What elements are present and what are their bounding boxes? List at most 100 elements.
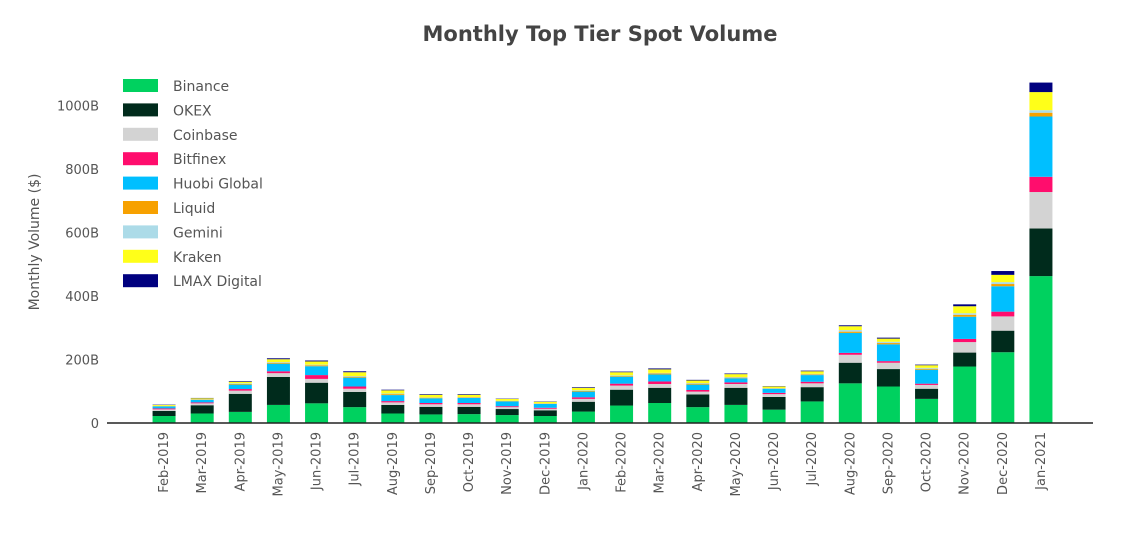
bar-segment-okex-jul-2019	[343, 391, 367, 408]
bar-segment-gemini-sep-2020	[876, 341, 900, 344]
bar-segment-kraken-sep-2020	[876, 338, 900, 342]
bar-segment-lmax-digital-jul-2019	[343, 371, 367, 373]
bar-segment-coinbase-may-2019	[266, 373, 290, 377]
bar-segment-bitfinex-feb-2019	[152, 408, 176, 410]
bar-segment-lmax-digital-feb-2020	[610, 371, 634, 373]
bar-segment-binance-oct-2020	[915, 398, 939, 423]
bar-segment-binance-apr-2020	[686, 407, 710, 423]
bar-segment-huobi-global-may-2020	[724, 378, 748, 383]
bar-segment-binance-jan-2020	[571, 411, 595, 423]
x-tick-label: Jan-2020	[576, 432, 591, 491]
bar-segment-okex-apr-2019	[228, 393, 252, 412]
bar-segment-liquid-nov-2020	[953, 314, 977, 317]
bar-segment-coinbase-oct-2019	[457, 404, 481, 407]
bar-segment-lmax-digital-oct-2020	[915, 364, 939, 366]
bar-segment-bitfinex-jan-2021	[1029, 176, 1053, 193]
bar-segment-bitfinex-feb-2020	[610, 383, 634, 386]
bar-segment-lmax-digital-aug-2020	[838, 325, 862, 327]
x-tick-label: Dec-2020	[996, 432, 1011, 495]
bar-segment-huobi-global-aug-2020	[838, 332, 862, 353]
legend-label-liquid: Liquid	[173, 201, 215, 217]
legend-label-okex: OKEX	[173, 103, 212, 119]
bar-segment-bitfinex-mar-2019	[190, 402, 214, 404]
bar-segment-kraken-jan-2021	[1029, 92, 1053, 111]
bar-segment-bitfinex-dec-2020	[991, 311, 1015, 317]
bar-segment-huobi-global-aug-2019	[381, 395, 405, 402]
legend-label-lmax-digital: LMAX Digital	[173, 274, 262, 290]
bar-segment-lmax-digital-apr-2020	[686, 379, 710, 381]
y-tick-label: 600B	[65, 227, 99, 242]
legend-label-bitfinex: Bitfinex	[173, 152, 226, 168]
bar-segment-binance-oct-2019	[457, 414, 481, 423]
bar-segment-huobi-global-sep-2020	[876, 344, 900, 362]
bar-segment-okex-sep-2020	[876, 369, 900, 387]
bar-segment-bitfinex-aug-2020	[838, 352, 862, 355]
bar-segment-bitfinex-dec-2019	[533, 407, 557, 409]
bar-segment-coinbase-mar-2020	[648, 383, 672, 388]
bar-segment-kraken-sep-2019	[419, 394, 443, 398]
bar-segment-lmax-digital-may-2019	[266, 358, 290, 360]
bar-segment-binance-apr-2019	[228, 411, 252, 423]
bar-segment-gemini-aug-2019	[381, 393, 405, 395]
bar-segment-coinbase-jan-2021	[1029, 192, 1053, 229]
x-tick-label: Sep-2020	[881, 432, 896, 494]
x-tick-label: Feb-2020	[615, 432, 630, 493]
bar-segment-gemini-jun-2019	[305, 364, 329, 366]
bar-segment-kraken-apr-2020	[686, 380, 710, 384]
legend-swatch-lmax-digital	[123, 274, 158, 288]
bar-segment-okex-mar-2019	[190, 405, 214, 414]
bar-segment-okex-oct-2019	[457, 406, 481, 415]
bar-segment-binance-sep-2020	[876, 386, 900, 423]
bar-segment-binance-dec-2020	[991, 352, 1015, 423]
x-tick-label: Jun-2020	[767, 432, 782, 491]
bar-segment-binance-dec-2019	[533, 416, 557, 423]
bar-segment-coinbase-mar-2019	[190, 403, 214, 406]
x-tick-label: Mar-2020	[653, 432, 668, 493]
x-tick-label: Sep-2019	[424, 432, 439, 494]
bar-segment-huobi-global-jul-2020	[800, 375, 824, 382]
bar-segment-bitfinex-may-2019	[266, 371, 290, 374]
x-tick-label: Apr-2019	[233, 432, 248, 491]
bar-segment-binance-jul-2020	[800, 401, 824, 423]
bar-segment-okex-aug-2020	[838, 362, 862, 384]
bar-segment-huobi-global-jun-2020	[762, 388, 786, 393]
bar-segment-coinbase-may-2020	[724, 383, 748, 388]
bar-segment-gemini-dec-2020	[991, 282, 1015, 285]
bar-segment-liquid-apr-2019	[228, 383, 252, 385]
bar-segment-coinbase-apr-2019	[228, 390, 252, 394]
bar-segment-gemini-jan-2021	[1029, 110, 1053, 113]
legend-label-binance: Binance	[173, 79, 229, 95]
bar-segment-okex-oct-2020	[915, 388, 939, 399]
bar-segment-liquid-apr-2020	[686, 383, 710, 385]
legend-swatch-huobi-global	[123, 176, 158, 190]
bar-segment-binance-mar-2019	[190, 413, 214, 423]
x-tick-label: Nov-2019	[500, 432, 515, 495]
bar-segment-okex-dec-2019	[533, 410, 557, 417]
x-tick-label: Jan-2021	[1034, 432, 1049, 491]
bar-segment-kraken-may-2019	[266, 359, 290, 363]
bar-segment-kraken-feb-2019	[152, 404, 176, 406]
bar-segment-gemini-mar-2020	[648, 372, 672, 374]
bar-segment-liquid-jun-2019	[305, 365, 329, 367]
bar-segment-lmax-digital-apr-2019	[228, 381, 252, 382]
bar-segment-liquid-aug-2020	[838, 331, 862, 333]
bar-segment-okex-may-2019	[266, 377, 290, 405]
bar-segment-bitfinex-nov-2020	[953, 338, 977, 343]
bar-segment-huobi-global-sep-2019	[419, 398, 443, 404]
bar-segment-bitfinex-mar-2020	[648, 381, 672, 384]
bar-segment-lmax-digital-jan-2021	[1029, 82, 1053, 93]
bar-segment-okex-jan-2020	[571, 401, 595, 412]
bar-segment-huobi-global-feb-2019	[152, 406, 176, 409]
bar-segment-binance-jun-2020	[762, 409, 786, 423]
bar-segment-huobi-global-jun-2019	[305, 366, 329, 376]
bar-segment-coinbase-jun-2020	[762, 394, 786, 397]
legend-swatch-liquid	[123, 201, 158, 214]
legend: Binance OKEX Coinbase Bitfinex Huobi Global L…	[123, 79, 263, 290]
bar-segment-kraken-dec-2019	[533, 401, 557, 404]
legend-label-huobi-global: Huobi Global	[173, 177, 263, 193]
bar-segment-bitfinex-oct-2020	[915, 383, 939, 385]
bar-segment-kraken-nov-2020	[953, 306, 977, 314]
bar-segment-lmax-digital-sep-2020	[876, 337, 900, 339]
bar-segment-huobi-global-dec-2020	[991, 286, 1015, 312]
